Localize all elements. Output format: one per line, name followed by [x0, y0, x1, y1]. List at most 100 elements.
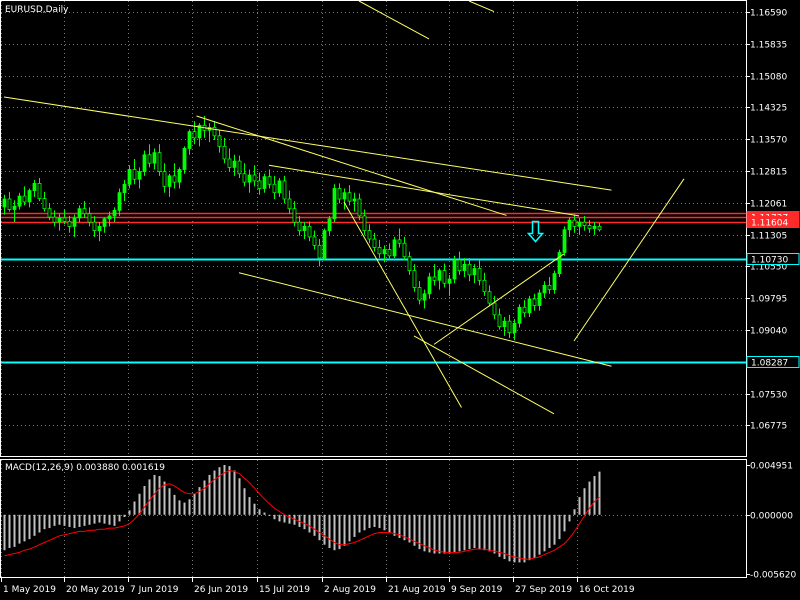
bear-candle	[272, 183, 277, 194]
down-arrow-icon[interactable]	[526, 220, 545, 243]
macd-bar	[143, 486, 146, 515]
bull-candle	[577, 221, 582, 227]
trendline[interactable]	[238, 272, 612, 367]
down-arrow-shape[interactable]	[526, 220, 545, 243]
trendline[interactable]	[573, 178, 685, 342]
macd-bar	[78, 514, 81, 527]
price-tick-label: 1.14325	[750, 104, 787, 114]
trendline[interactable]	[358, 0, 430, 40]
trendline[interactable]	[196, 115, 507, 216]
macd-bar	[23, 514, 26, 542]
bear-candle	[252, 174, 257, 182]
trendlines[interactable]	[3, 0, 685, 415]
bear-candle	[377, 247, 382, 255]
macd-tick-label: 0.000000	[750, 512, 793, 522]
bull-candle	[462, 263, 467, 272]
bear-candle	[297, 221, 302, 232]
bear-candle	[597, 225, 602, 231]
bear-candle	[62, 217, 67, 222]
macd-bar	[38, 514, 41, 533]
bull-candle	[447, 278, 452, 284]
bear-candle	[312, 236, 317, 246]
macd-bar	[293, 514, 296, 525]
level-tag-label: 1.08287	[751, 359, 788, 369]
trendline[interactable]	[3, 96, 612, 191]
price-pane-frame	[0, 0, 747, 457]
level-tag-box	[746, 216, 800, 228]
macd-bar	[183, 502, 186, 515]
bull-candle	[27, 190, 32, 203]
bull-candle	[142, 154, 147, 173]
macd-bar	[558, 514, 561, 540]
bear-candle	[47, 208, 52, 218]
bull-candle	[17, 195, 22, 207]
macd-bar	[598, 471, 601, 515]
macd-axis: 0.004951 0.000000 -0.005620	[746, 462, 796, 581]
trendline[interactable]	[268, 164, 580, 217]
macd-bar	[403, 514, 406, 541]
bull-candle	[102, 218, 107, 227]
bear-candle	[487, 291, 492, 304]
bear-candle	[357, 198, 362, 217]
bear-candle	[307, 225, 312, 238]
bull-candle	[502, 320, 507, 328]
macd-pane-frame	[0, 459, 747, 578]
bear-candle	[172, 175, 177, 183]
bear-candle	[402, 242, 407, 258]
trendline[interactable]	[433, 253, 565, 345]
macd-bar	[48, 514, 51, 529]
macd-bar	[538, 514, 541, 555]
macd-bar	[53, 514, 56, 526]
macd-bar	[563, 514, 566, 532]
time-tick-label: 20 May 2019	[66, 585, 125, 595]
macd-bar	[393, 514, 396, 536]
macd-bar	[193, 493, 196, 515]
bull-candle	[152, 152, 157, 164]
macd-bar	[238, 478, 241, 515]
macd-bar	[258, 509, 261, 515]
macd-bar	[13, 514, 16, 547]
bull-candle	[32, 183, 37, 191]
bull-candle	[97, 225, 102, 232]
bear-candle	[242, 173, 247, 183]
bull-candle	[247, 174, 252, 183]
bull-candle	[557, 252, 562, 274]
macd-bar	[348, 514, 351, 542]
trendline[interactable]	[343, 201, 462, 408]
macd-bar	[73, 514, 76, 529]
bear-candle	[372, 238, 377, 248]
macd-bar	[68, 514, 71, 527]
macd-bar	[113, 514, 116, 526]
macd-bar	[513, 514, 516, 563]
bull-candle	[422, 293, 427, 301]
bull-candle	[12, 205, 17, 210]
bear-candle	[497, 314, 502, 328]
bull-candle	[352, 198, 357, 202]
horizontal-levels[interactable]	[1, 212, 746, 364]
macd-bar	[498, 514, 501, 557]
macd-bar	[153, 474, 156, 515]
macd-bar	[353, 514, 356, 537]
price-tick-label: 1.16590	[750, 9, 787, 19]
macd-bar	[543, 514, 546, 552]
macd-bar	[328, 514, 331, 548]
bull-candle	[542, 284, 547, 294]
macd-bar	[553, 514, 556, 545]
macd-bar	[573, 509, 576, 515]
bear-candle	[42, 198, 47, 210]
trendline[interactable]	[468, 0, 495, 12]
macd-bar	[18, 514, 21, 544]
macd-bar	[28, 514, 31, 540]
macd-bar	[83, 514, 86, 526]
macd-bar	[523, 514, 526, 563]
bear-candle	[442, 270, 447, 284]
time-tick-label: 26 Jun 2019	[194, 585, 248, 595]
bear-candle	[572, 219, 577, 227]
macd-bar	[8, 514, 11, 548]
macd-bar	[278, 514, 281, 522]
macd-bar	[338, 514, 341, 550]
bear-candle	[92, 221, 97, 232]
trendline[interactable]	[413, 335, 555, 415]
